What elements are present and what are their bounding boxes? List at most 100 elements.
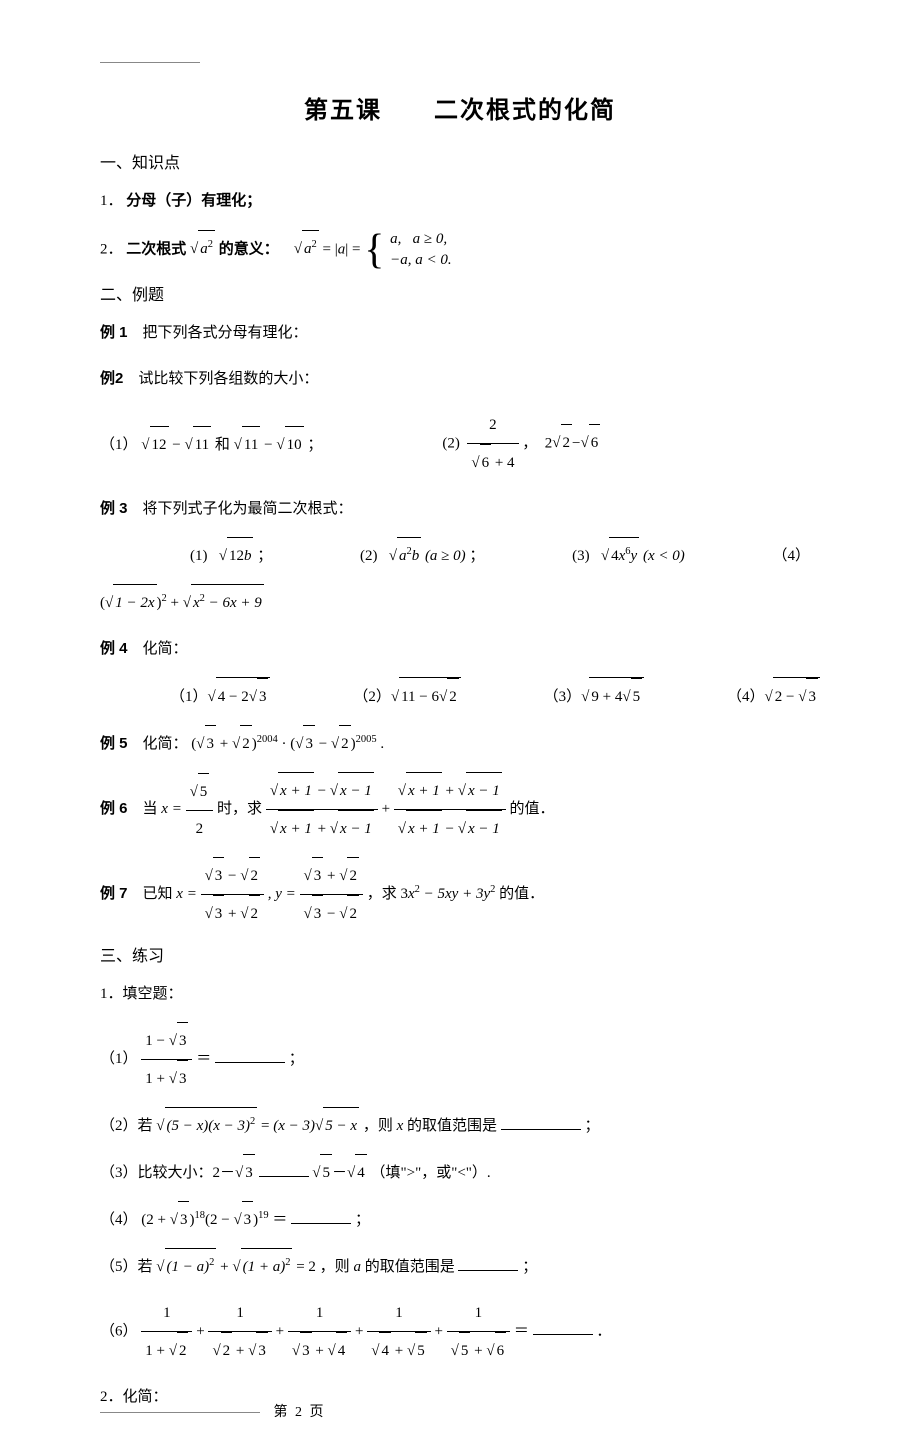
q14r3a: 3	[178, 1201, 190, 1238]
sqrt-a2b-icon: a2b	[389, 537, 421, 574]
q1-5-plus: +	[220, 1259, 232, 1275]
frac-2-over: 2 6 + 4	[467, 407, 518, 481]
q1-5-mid: ，则	[320, 1259, 350, 1275]
q1-6-f1: 11 + 2	[141, 1295, 192, 1369]
sqrt-a2-2-base: a	[304, 241, 312, 257]
q1-6-eq: ＝	[514, 1323, 529, 1339]
q1-2-sqrt-lhs: (5 − x)(x − 3)2	[156, 1107, 257, 1144]
q16d1a: 1 +	[145, 1343, 168, 1359]
q1-4-end: ；	[355, 1212, 370, 1228]
sqrt-a2-2-exp: 2	[312, 239, 317, 250]
minus-2: −	[264, 437, 276, 453]
r3-a: 3	[249, 678, 269, 715]
q1-1-end: ；	[289, 1051, 304, 1067]
p63: +	[355, 1323, 367, 1339]
q1-3-r4: 4	[347, 1154, 367, 1191]
sqrt-11-icon: 11	[184, 426, 211, 463]
piecewise: a, a ≥ 0, −a, a < 0.	[390, 229, 452, 271]
q14a: (2 +	[141, 1212, 169, 1228]
two2: 2	[545, 435, 553, 451]
q16r3a: 3	[256, 1332, 268, 1369]
page-title: 第五课 二次根式的化简	[100, 90, 820, 125]
tmr3a: 2 −	[775, 689, 798, 705]
ex7-t2: ，求	[367, 886, 397, 902]
abs-close: |	[345, 241, 348, 257]
r3-b: 3	[798, 678, 818, 715]
example-3-item-4-expr: (1 − 2x)2 + x2 − 6x + 9	[100, 584, 820, 621]
q16n1: 1	[141, 1295, 192, 1332]
q13r3: 3	[243, 1154, 255, 1191]
ex5-expr: (3 + 2)2004 · (3 − 2)2005 .	[191, 736, 384, 752]
ex3-1-tail: ；	[257, 548, 272, 564]
ex4-2: （2）11 − 62	[353, 677, 460, 715]
ex4-3-no: （3）	[544, 689, 582, 705]
ex3-item-3: (3) 4x6y (x < 0)	[572, 537, 685, 574]
r2-a: 2	[439, 678, 459, 715]
q12rr: 5 − x	[323, 1107, 359, 1144]
ex7-t3: 的值．	[499, 886, 544, 902]
q12rl: (x − 3)	[273, 1118, 315, 1134]
sqrt-4x6y-icon: 4x6y	[601, 537, 639, 574]
ex5r2b: 2	[339, 725, 351, 762]
sqrt-a2-exp: 2	[208, 239, 213, 250]
e7r3d: 3	[312, 895, 324, 932]
q1-1-eq: ＝	[196, 1051, 211, 1067]
q1-3-r3: 3	[235, 1154, 255, 1191]
ex6-t1: 当	[143, 801, 158, 817]
q15eb: 2	[285, 1257, 290, 1268]
e7r2a: 2	[249, 857, 261, 894]
pw-l2l: −a,	[390, 252, 411, 268]
sqrt-11b-icon: 11	[234, 426, 261, 463]
fx-4: 4	[611, 548, 619, 564]
section-3-heading: 三、练习	[100, 942, 820, 966]
ex5e2: 2005	[356, 734, 377, 745]
q1-3-mid: －	[332, 1165, 347, 1181]
q15ea: 2	[209, 1257, 214, 1268]
q1-3-tail: （填">"，或"<"）.	[370, 1165, 490, 1181]
q16r5a: 5	[415, 1332, 427, 1369]
r5-av: 5	[631, 678, 643, 715]
q14b: (2 −	[205, 1212, 233, 1228]
xm1d: x − 1	[466, 810, 502, 847]
ex3-3-no: (3)	[572, 548, 590, 564]
s12b-var: b	[244, 548, 252, 564]
xp1a: x + 1	[278, 772, 314, 809]
example-5: 例 5 化简： (3 + 2)2004 · (3 − 2)2005 .	[100, 725, 820, 762]
om2x: 1 − 2x	[113, 584, 156, 621]
q1-2-tail: 的取值范围是	[407, 1118, 497, 1134]
ex6d: 2	[186, 811, 214, 847]
e7r3b: 3	[213, 895, 225, 932]
point-2-label: 2．	[100, 241, 123, 257]
q1-6-no: （6）	[100, 1323, 138, 1339]
q1-6-f5: 15 + 6	[447, 1295, 510, 1369]
ex6-x: x =	[161, 801, 182, 817]
header-rule	[100, 62, 200, 63]
point-1: 1． 分母（子）有理化；	[100, 183, 820, 219]
x2a: x	[193, 595, 200, 611]
section-1-heading: 一、知识点	[100, 149, 820, 173]
ex7-t1: 已知	[143, 886, 173, 902]
q12ine: 2	[250, 1116, 255, 1127]
p62: +	[276, 1323, 288, 1339]
q11tl: 1 −	[145, 1033, 168, 1049]
example-3: 例 3 将下列式子化为最简二次根式：	[100, 491, 820, 527]
ex5-text: 化简：	[143, 736, 188, 752]
ex7-y: , y =	[268, 886, 296, 902]
xp1d: x + 1	[406, 810, 442, 847]
ex4-3: （3）9 + 45	[544, 677, 644, 715]
q1-2-end: ；	[585, 1118, 600, 1134]
page-number: 第 2 页	[274, 1405, 326, 1420]
page: 第五课 二次根式的化简 一、知识点 1． 分母（子）有理化； 2． 二次根式 a…	[0, 0, 920, 1445]
q1-5-rhs: = 2	[296, 1259, 316, 1275]
blank-1	[215, 1047, 285, 1063]
ex2-1-tail: ；	[307, 437, 322, 453]
pw-l2r: a < 0.	[415, 252, 451, 268]
q1-1-no: （1）	[100, 1051, 138, 1067]
sqrt-6-icon: 6	[471, 444, 491, 481]
q11r3a: 3	[177, 1022, 189, 1059]
e7r2b: 2	[249, 895, 261, 932]
q1-3-r5: 5	[312, 1154, 332, 1191]
ex4-2-no: （2）	[353, 689, 391, 705]
q1-6-f2: 12 + 3	[208, 1295, 271, 1369]
q14e1: 18	[194, 1210, 205, 1221]
